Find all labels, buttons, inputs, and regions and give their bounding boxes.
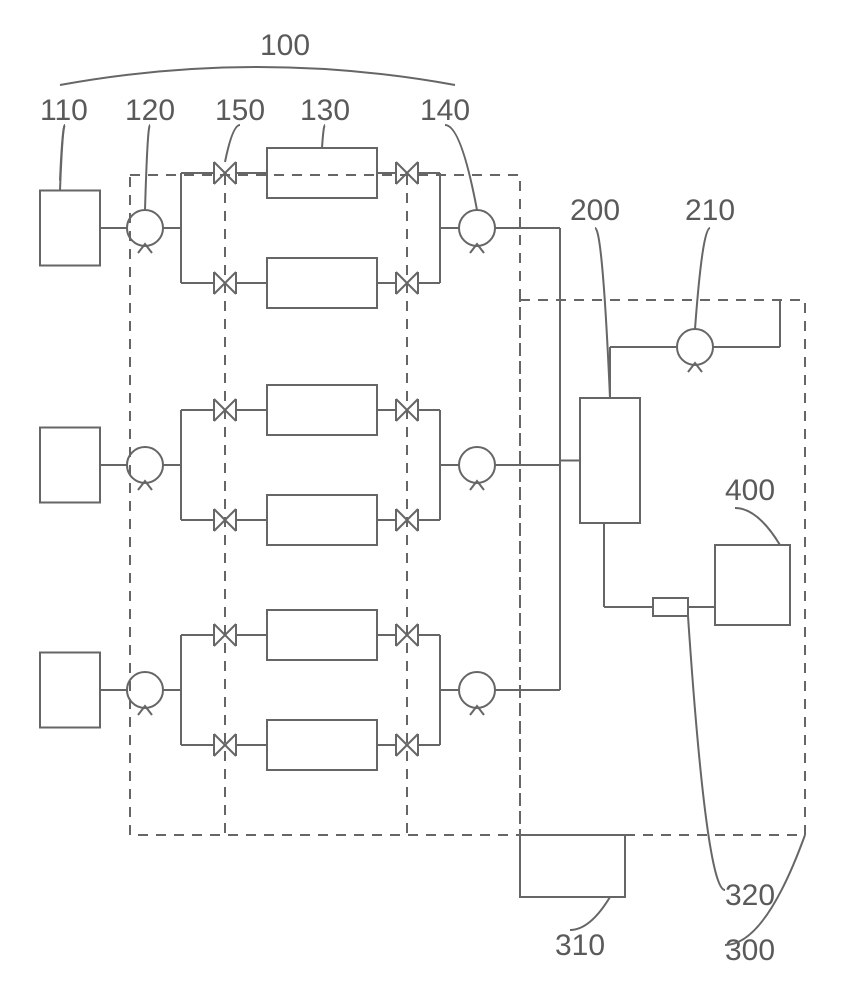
svg-text:210: 210 [685, 194, 735, 227]
svg-text:120: 120 [125, 94, 175, 127]
svg-text:310: 310 [555, 929, 605, 962]
svg-text:140: 140 [420, 94, 470, 127]
svg-text:110: 110 [40, 94, 88, 127]
schematic-diagram: 100 110 120 150 130 140 200 210 400 300 310 320 [0, 0, 858, 1000]
svg-text:200: 200 [570, 194, 620, 227]
svg-text:320: 320 [725, 879, 775, 912]
svg-text:100: 100 [260, 29, 310, 62]
svg-text:130: 130 [300, 94, 350, 127]
svg-text:150: 150 [215, 94, 265, 127]
svg-text:400: 400 [725, 474, 775, 507]
svg-text:300: 300 [725, 934, 775, 967]
